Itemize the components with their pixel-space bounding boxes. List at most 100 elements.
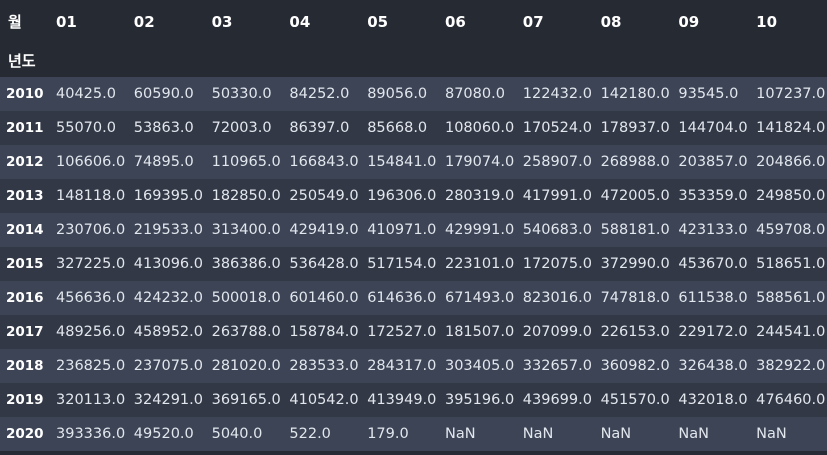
table-cell: 55070.0: [56, 120, 116, 136]
table-cell: 179.0: [367, 426, 409, 442]
table-cell: 429419.0: [289, 222, 359, 238]
column-header: 06: [440, 0, 519, 43]
row-index-label: 2016: [6, 290, 44, 306]
table-cell: NaN: [678, 426, 709, 442]
table-cell: 601460.0: [289, 290, 359, 306]
table-cell: 671493.0: [444, 290, 515, 306]
table-cell: 268988.0: [600, 154, 670, 170]
table-cell: 5040.0: [211, 426, 263, 442]
table-cell: 522.0: [289, 426, 331, 442]
table-cell: 178937.0: [600, 120, 670, 136]
table-cell: 747818.0: [600, 290, 670, 306]
table-row: 2011 55070.0 53863.0 72003.0 86397.0 85668.0 1…: [0, 111, 827, 145]
column-header-row: 월 01 02 03 04 05 06 07 08 09 10: [0, 0, 827, 43]
row-index-label: 2012: [6, 154, 44, 170]
table-row: 2020 393336.0 49520.0 5040.0 522.0 179.0 NaN Na…: [0, 417, 827, 451]
table-cell: 413096.0: [133, 256, 203, 272]
column-header: 05: [363, 0, 441, 43]
table-row: 2010 40425.0 60590.0 50330.0 84252.0 89056.0 8…: [0, 77, 827, 111]
table-cell: 417991.0: [522, 188, 592, 204]
table-cell: 244541.0: [756, 324, 826, 340]
table-cell: 249850.0: [756, 188, 826, 204]
table-cell: 432018.0: [678, 392, 748, 408]
table-cell: 74895.0: [133, 154, 194, 170]
column-header: 01: [52, 0, 130, 43]
table-row: 2017 489256.0 458952.0 263788.0 158784.0 1725…: [0, 315, 827, 349]
table-cell: 413949.0: [367, 392, 437, 408]
table-cell: 500018.0: [211, 290, 281, 306]
table-cell: 158784.0: [289, 324, 359, 340]
table-cell: 439699.0: [522, 392, 592, 408]
column-header: 09: [674, 0, 753, 43]
table-cell: 236825.0: [56, 358, 126, 374]
table-cell: 280319.0: [444, 188, 515, 204]
table-row: 2012 106606.0 74895.0 110965.0 166843.0 15484…: [0, 145, 827, 179]
table-cell: 237075.0: [133, 358, 203, 374]
table-cell: 154841.0: [367, 154, 437, 170]
table-cell: 459708.0: [756, 222, 826, 238]
row-index-label: 2017: [6, 324, 44, 340]
table-cell: 423133.0: [678, 222, 748, 238]
table-cell: 258907.0: [522, 154, 592, 170]
table-cell: 223101.0: [444, 256, 515, 272]
table-cell: 229172.0: [678, 324, 748, 340]
index-name: 년도: [0, 43, 52, 77]
table-cell: 320113.0: [56, 392, 126, 408]
table-cell: 169395.0: [133, 188, 203, 204]
table-header: 월 01 02 03 04 05 06 07 08 09 10 년도: [0, 0, 827, 77]
table-cell: 410542.0: [289, 392, 359, 408]
row-index-label: 2011: [6, 120, 44, 136]
table-cell: 313400.0: [211, 222, 281, 238]
row-index-label: 2019: [6, 392, 44, 408]
table-cell: 144704.0: [678, 120, 748, 136]
table-cell: 410971.0: [367, 222, 437, 238]
table-cell: 458952.0: [133, 324, 203, 340]
column-header: 04: [285, 0, 364, 43]
table-cell: 196306.0: [367, 188, 437, 204]
table-cell: 85668.0: [367, 120, 428, 136]
table-cell: 327225.0: [56, 256, 126, 272]
table-cell: 382922.0: [756, 358, 826, 374]
table-cell: 50330.0: [211, 86, 272, 102]
table-cell: 166843.0: [289, 154, 359, 170]
table-cell: 72003.0: [211, 120, 272, 136]
table-cell: 611538.0: [678, 290, 748, 306]
row-index-label: 2013: [6, 188, 44, 204]
table-cell: 108060.0: [444, 120, 515, 136]
table-cell: 451570.0: [600, 392, 670, 408]
table-row: 2016 456636.0 424232.0 500018.0 601460.0 6146…: [0, 281, 827, 315]
table-cell: 263788.0: [211, 324, 281, 340]
table-cell: 148118.0: [56, 188, 126, 204]
table-cell: 283533.0: [289, 358, 359, 374]
table-cell: 182850.0: [211, 188, 281, 204]
table-cell: 424232.0: [133, 290, 203, 306]
table-cell: 429991.0: [444, 222, 515, 238]
table-cell: 110965.0: [211, 154, 281, 170]
row-index-label: 2020: [6, 426, 44, 442]
column-header: 03: [207, 0, 286, 43]
table-cell: 204866.0: [756, 154, 826, 170]
table-cell: 170524.0: [522, 120, 592, 136]
table-cell: 122432.0: [522, 86, 592, 102]
table-body: 2010 40425.0 60590.0 50330.0 84252.0 89056.0 8…: [0, 77, 827, 451]
table-cell: 203857.0: [678, 154, 748, 170]
table-cell: 536428.0: [289, 256, 359, 272]
table-cell: 393336.0: [56, 426, 126, 442]
table-cell: 40425.0: [56, 86, 116, 102]
row-index-label: 2014: [6, 222, 44, 238]
table-row: 2015 327225.0 413096.0 386386.0 536428.0 5171…: [0, 247, 827, 281]
table-cell: 219533.0: [133, 222, 203, 238]
column-header: 08: [596, 0, 675, 43]
table-cell: 172527.0: [367, 324, 437, 340]
table-cell: NaN: [522, 426, 554, 442]
table-cell: 142180.0: [600, 86, 670, 102]
table-cell: 823016.0: [522, 290, 592, 306]
table-cell: 614636.0: [367, 290, 437, 306]
table-cell: 472005.0: [600, 188, 670, 204]
table-cell: 588181.0: [600, 222, 670, 238]
table-cell: 87080.0: [444, 86, 505, 102]
table-cell: 281020.0: [211, 358, 281, 374]
table-cell: 141824.0: [756, 120, 826, 136]
